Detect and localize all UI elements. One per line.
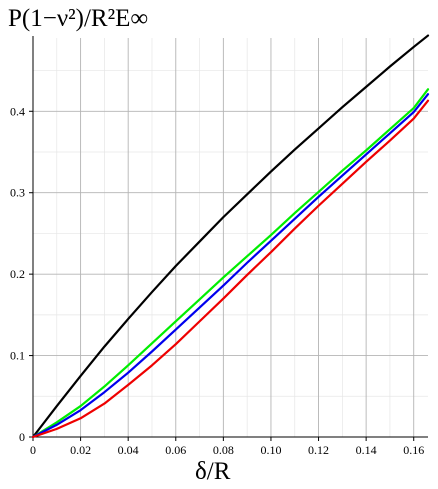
axes bbox=[29, 36, 428, 441]
y-tick-label: 0.3 bbox=[10, 186, 25, 200]
y-tick-label: 0 bbox=[19, 430, 25, 444]
x-axis-label: δ/R bbox=[195, 458, 231, 485]
y-tick-label: 0.4 bbox=[10, 104, 25, 118]
x-tick-label: 0.06 bbox=[165, 443, 186, 457]
x-tick-label: 0.16 bbox=[403, 443, 424, 457]
series-line-2 bbox=[31, 88, 430, 439]
tick-labels: 0 0.02 0.04 0.06 0.08 0.10 0.12 0.14 0.16 0 0.1 0.2… bbox=[10, 104, 424, 457]
x-tick-label: 0.10 bbox=[260, 443, 281, 457]
x-tick-label: 0.04 bbox=[118, 443, 139, 457]
y-tick-label: 0.1 bbox=[10, 349, 25, 363]
series-line-1 bbox=[31, 34, 430, 439]
x-tick-label: 0.08 bbox=[213, 443, 234, 457]
x-tick-label: 0.14 bbox=[356, 443, 377, 457]
series-line-3 bbox=[31, 93, 430, 439]
series-lines bbox=[31, 34, 430, 439]
minor-gridlines bbox=[33, 38, 428, 437]
major-gridlines bbox=[33, 38, 428, 437]
y-tick-label: 0.2 bbox=[10, 267, 25, 281]
x-tick-label: 0 bbox=[30, 443, 36, 457]
x-tick-label: 0.02 bbox=[70, 443, 91, 457]
y-axis-label: P(1−ν²)/R²E∞ bbox=[8, 5, 149, 32]
series-line-4 bbox=[31, 99, 430, 439]
x-tick-label: 0.12 bbox=[308, 443, 329, 457]
